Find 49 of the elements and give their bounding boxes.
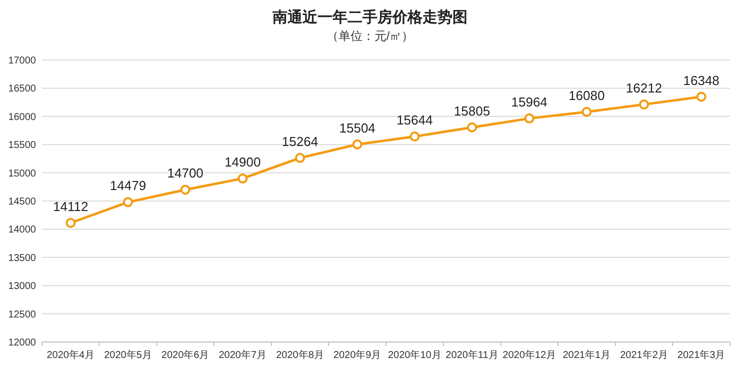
point: [295, 152, 305, 163]
y-tick-label: 16000: [8, 112, 36, 123]
y-tick-label: 16500: [8, 84, 36, 95]
x-tick-label: 2020年6月: [161, 349, 210, 361]
data-label: 14479: [110, 178, 146, 194]
point: [410, 131, 420, 142]
point: [524, 113, 534, 124]
point: [180, 184, 190, 195]
y-tick-label: 14000: [8, 224, 36, 236]
data-label: 16348: [683, 72, 720, 88]
x-tick-label: 2021年3月: [677, 349, 726, 361]
x-tick-label: 2020年9月: [333, 349, 382, 361]
y-tick-label: 13000: [8, 281, 36, 292]
point: [582, 106, 592, 117]
x-tick-label: 2020年4月: [46, 349, 95, 361]
x-tick-label: 2020年7月: [218, 349, 267, 361]
chart-subtitle: （单位：元/㎡）: [326, 29, 414, 43]
x-tick-label: 2020年5月: [104, 349, 152, 361]
y-tick-label: 15500: [8, 140, 36, 152]
chart-title: 南通近一年二手房价格走势图: [272, 8, 468, 26]
data-label: 15805: [454, 103, 490, 118]
x-tick-label: 2021年2月: [620, 349, 668, 361]
x-tick-label: 2020年12月: [502, 349, 556, 361]
x-tick-label: 2021年1月: [562, 349, 611, 361]
data-label: 16212: [626, 80, 662, 96]
data-label: 16080: [568, 88, 605, 103]
y-tick-label: 14500: [8, 196, 36, 208]
point: [467, 122, 477, 132]
point: [352, 139, 362, 150]
point: [66, 218, 76, 228]
y-tick-label: 17000: [8, 56, 36, 66]
y-tick-label: 15000: [8, 168, 36, 180]
data-label: 14700: [167, 166, 204, 181]
point: [639, 99, 649, 110]
x-tick-label: 2020年10月: [388, 349, 442, 361]
data-label: 14112: [53, 198, 88, 214]
data-label: 15644: [396, 112, 433, 128]
data-label: 15504: [339, 120, 376, 136]
y-tick-label: 12500: [8, 309, 36, 320]
data-label: 15264: [282, 134, 318, 149]
data-label: 14900: [224, 154, 261, 170]
y-tick-label: 12000: [8, 338, 36, 348]
data-label: 15964: [511, 94, 548, 110]
x-tick-label: 2020年11月: [446, 349, 498, 361]
point: [123, 197, 133, 208]
point: [696, 92, 706, 102]
x-tick-label: 2020年8月: [276, 349, 324, 361]
y-tick-label: 13500: [8, 252, 36, 264]
point: [238, 173, 248, 184]
